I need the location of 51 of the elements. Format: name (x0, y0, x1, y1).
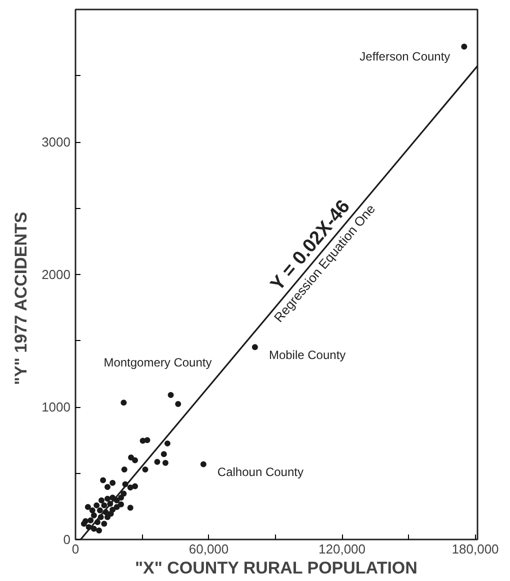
annotation: Jefferson County (360, 50, 450, 64)
point (120, 400, 127, 406)
point (104, 484, 110, 490)
y-axis-title: "Y" 1977 ACCIDENTS (12, 212, 31, 386)
y-tick-label: 2000 (42, 267, 70, 282)
point (154, 458, 160, 465)
point (128, 454, 134, 460)
point (121, 466, 128, 473)
point (90, 512, 97, 518)
annotation: Mobile County (268, 348, 346, 362)
point (200, 461, 206, 468)
point (89, 507, 96, 514)
point (144, 437, 150, 444)
point (132, 483, 138, 490)
x-tick-label: 180,000 (452, 542, 499, 556)
point (118, 501, 124, 508)
x-tick-label: 60,000 (188, 542, 229, 556)
point (101, 502, 108, 508)
y-tick-label: 0 (63, 532, 71, 547)
point (127, 484, 134, 491)
point (96, 527, 102, 534)
point (127, 504, 134, 511)
point (252, 344, 258, 350)
point (100, 477, 106, 484)
point (96, 507, 103, 514)
x-tick-label: 120,000 (318, 542, 366, 556)
point (164, 440, 170, 446)
point (142, 466, 148, 473)
point (110, 506, 116, 513)
point (160, 451, 167, 458)
point (162, 460, 168, 466)
point (84, 504, 91, 510)
annotation: Montgomery County (104, 356, 212, 370)
point (94, 502, 100, 508)
x-axis-title: "X" COUNTY RURAL POPULATION (134, 558, 418, 578)
y-tick-label: 3000 (42, 134, 70, 150)
point (132, 457, 138, 464)
point (110, 480, 116, 486)
point (80, 520, 87, 527)
y-tick-label: 1000 (42, 400, 70, 414)
point (101, 520, 108, 527)
point (118, 494, 124, 501)
point (461, 44, 468, 50)
point (98, 497, 104, 504)
point (168, 392, 174, 398)
point (88, 517, 94, 524)
annotation: Calhoun County (217, 465, 304, 480)
point (104, 514, 110, 520)
point (175, 400, 182, 407)
point (90, 526, 97, 532)
point (104, 496, 110, 502)
